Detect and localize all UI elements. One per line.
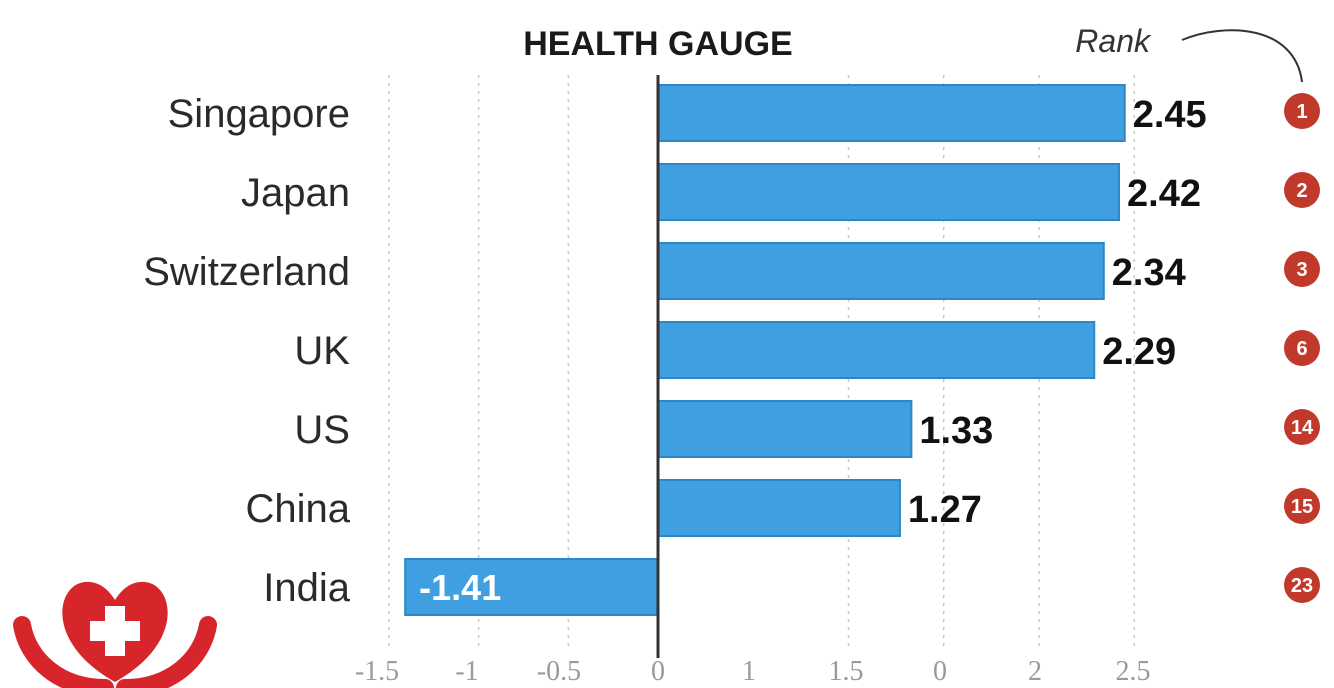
rank-number: 23 [1291,575,1313,597]
heart-cross-hands-icon [13,581,217,688]
category-label: Singapore [168,92,350,136]
category-label: Switzerland [143,250,350,294]
rank-badge [1284,488,1320,524]
x-tick-label: 1 [742,656,756,687]
x-tick-label: 0 [933,656,947,687]
category-label: India [263,566,350,610]
category-labels: Singapore Japan Switzerland UK US China India [143,92,351,610]
rank-pointer-arrow [1181,29,1303,83]
x-axis-ticks: -1.5 -1 -0.5 0 1 1.5 0 2 2.5 [355,656,1151,687]
rank-badge [1284,409,1320,445]
rank-number: 14 [1291,417,1314,439]
bar-singapore [657,84,1126,142]
bars [404,84,1126,616]
category-label: Japan [241,171,350,215]
x-tick-label: 2 [1028,656,1042,687]
rank-number: 3 [1296,259,1307,281]
x-tick-label: 0 [651,656,665,687]
x-tick-label: -1.5 [355,656,399,687]
chart-title: HEALTH GAUGE [523,25,792,63]
rank-badge [1284,251,1320,287]
rank-number: 2 [1296,180,1307,202]
bar-switzerland [657,242,1105,300]
rank-badge [1284,93,1320,129]
category-label: US [294,408,350,452]
x-tick-label: -0.5 [537,656,581,687]
value-label: 2.42 [1127,173,1201,215]
rank-number: 1 [1296,101,1307,123]
x-tick-label: 1.5 [829,656,864,687]
value-label: 1.33 [919,410,993,452]
value-labels: 2.45 2.42 2.34 2.29 1.33 1.27 -1.41 [419,94,1207,608]
rank-header: Rank [1075,23,1152,59]
value-label: -1.41 [419,567,501,608]
rank-badge [1284,567,1320,603]
bar-japan [657,163,1121,221]
rank-badge [1284,172,1320,208]
category-label: UK [294,329,350,373]
bar-us [657,400,913,458]
category-label: China [245,487,350,531]
rank-number: 6 [1296,338,1307,360]
value-label: 2.45 [1133,94,1207,136]
value-label: 2.29 [1102,331,1176,373]
rank-number: 15 [1291,496,1313,518]
x-tick-label: -1 [455,656,478,687]
bar-india [404,558,660,616]
rank-badge [1284,330,1320,366]
bar-china [657,479,901,537]
value-label: 1.27 [908,489,982,531]
bar-uk [657,321,1096,379]
x-tick-label: 2.5 [1116,656,1151,687]
value-label: 2.34 [1112,252,1186,294]
